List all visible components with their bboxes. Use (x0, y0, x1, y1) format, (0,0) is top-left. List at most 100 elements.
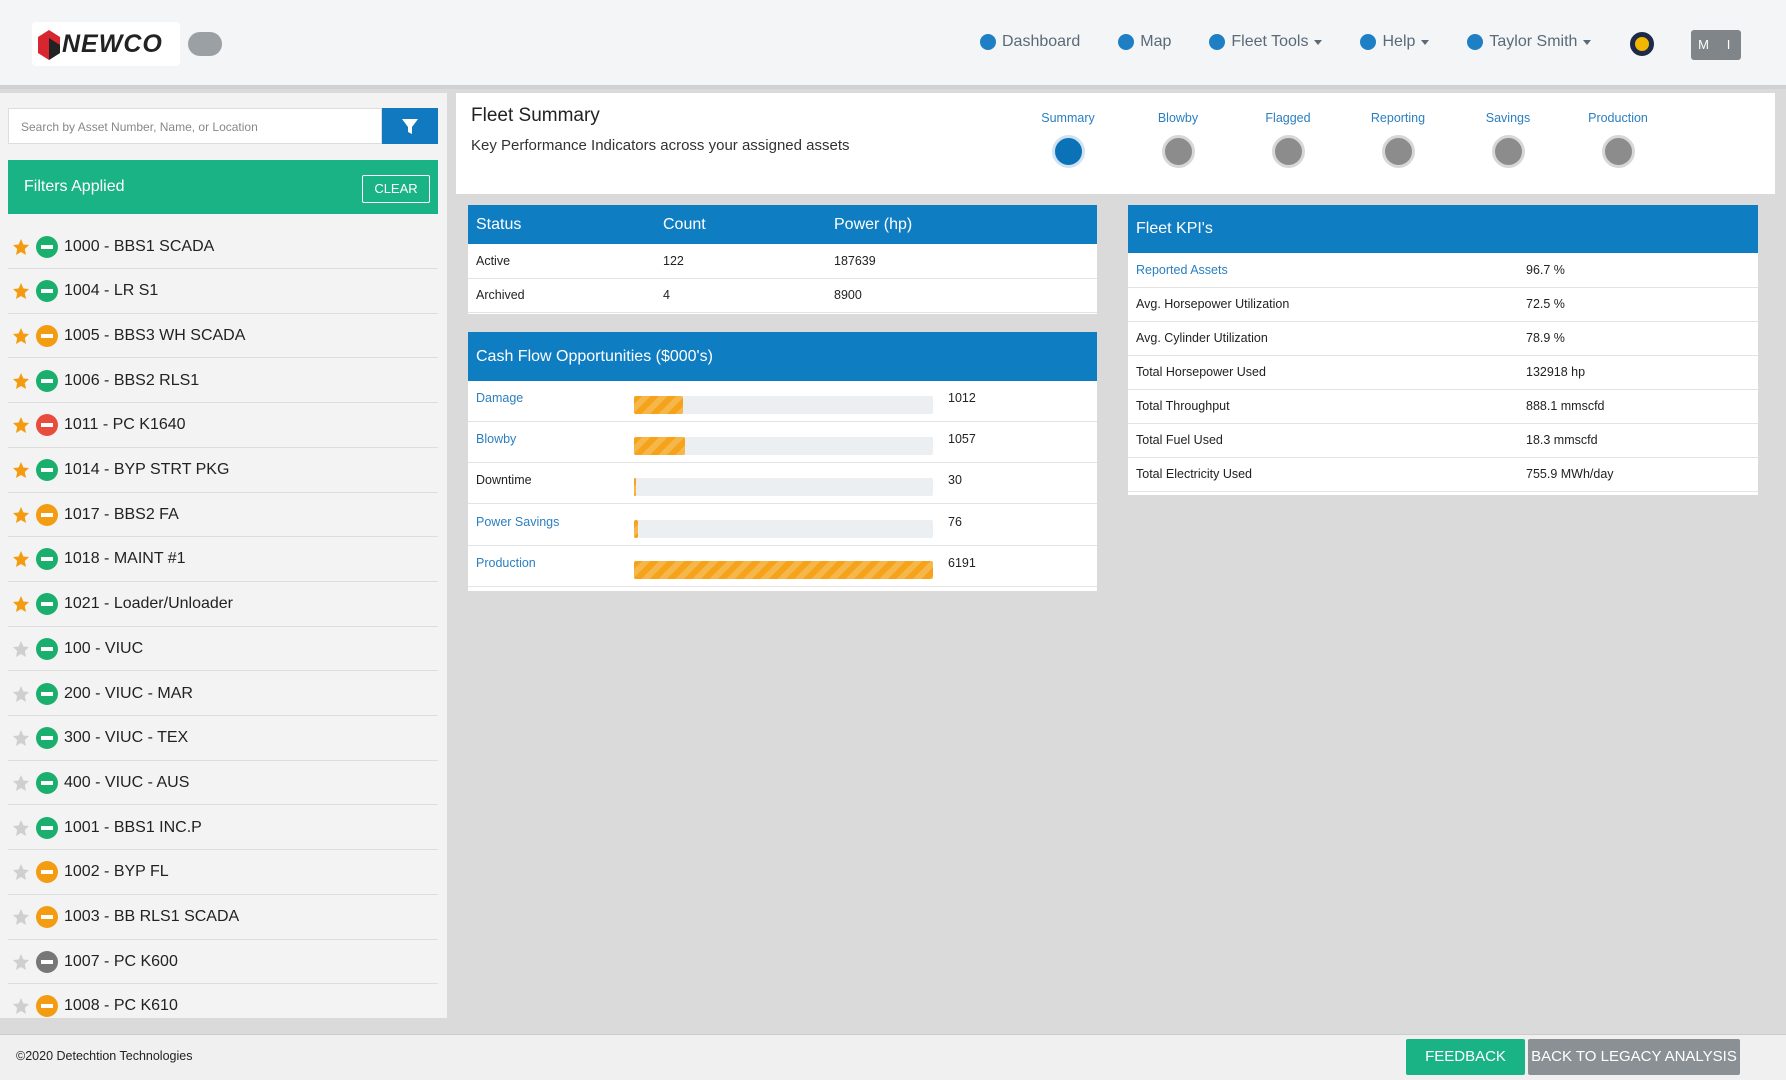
asset-item[interactable]: 400 - VIUC - AUS (8, 761, 438, 806)
star[interactable] (12, 685, 30, 703)
star[interactable] (12, 953, 30, 971)
tab[interactable]: Flagged (1243, 111, 1333, 168)
bar-track (634, 437, 933, 456)
tab[interactable]: Production (1573, 111, 1663, 168)
status-icon (36, 995, 58, 1018)
tab[interactable]: Reporting (1353, 111, 1443, 168)
asset-item[interactable]: 1002 - BYP FL (8, 851, 438, 895)
caret (1583, 39, 1592, 45)
cell: 122 (655, 244, 826, 279)
asset-name: 1017 - BBS2 FA (64, 505, 179, 523)
tab[interactable]: Savings (1463, 111, 1553, 168)
logo[interactable]: NEWCO (32, 22, 180, 66)
star[interactable] (12, 729, 30, 747)
star[interactable] (12, 908, 30, 926)
asset-name: 1000 - BBS1 SCADA (64, 237, 215, 255)
tab[interactable]: Summary (1023, 111, 1113, 168)
status-icon (36, 369, 58, 392)
star[interactable] (12, 461, 30, 479)
star[interactable] (12, 506, 30, 524)
toggle-option[interactable]: M (1698, 37, 1709, 52)
cash-value: 76 (948, 514, 962, 529)
cash-row: Power Savings 76 (468, 505, 1097, 546)
star[interactable] (12, 282, 30, 300)
tab-label: Summary (1041, 111, 1095, 125)
nav-item[interactable]: Fleet Tools (1209, 30, 1323, 54)
feedback-button[interactable]: FEEDBACK (1406, 1039, 1525, 1075)
cell: 72.5 % (1518, 287, 1758, 322)
status-row: Archived 4 8900 (468, 278, 1097, 313)
panel-title: Cash Flow Opportunities ($000's) (468, 332, 1097, 381)
cell: 187639 (826, 244, 1097, 279)
star[interactable] (12, 819, 30, 837)
kpi-row: Total Electricity Used 755.9 MWh/day (1128, 457, 1758, 492)
star-shape (13, 283, 29, 300)
star-shape (13, 462, 29, 478)
asset-item[interactable]: 1014 - BYP STRT PKG (8, 449, 438, 493)
status-icon (36, 950, 58, 973)
cash-label[interactable]: Power Savings (476, 514, 560, 529)
asset-item[interactable]: 1021 - Loader/Unloader (8, 583, 438, 627)
kpi-row: Avg. Cylinder Utilization 78.9 % (1128, 321, 1758, 356)
panel-title: Fleet KPI's (1128, 205, 1758, 253)
cash-label[interactable]: Blowby (476, 432, 517, 447)
star[interactable] (12, 416, 30, 434)
asset-item[interactable]: 1005 - BBS3 WH SCADA (8, 314, 438, 359)
status-icon (36, 593, 58, 616)
search-input[interactable]: Search by Asset Number, Name, or Locatio… (8, 108, 382, 144)
asset-item[interactable]: 1001 - BBS1 INC.P (8, 806, 438, 851)
asset-item[interactable]: 1007 - PC K600 (8, 940, 438, 985)
cell: 755.9 MWh/day (1518, 457, 1758, 492)
star[interactable] (12, 238, 30, 256)
filters-label: Filters Applied (24, 178, 125, 195)
star[interactable] (12, 372, 30, 390)
asset-item[interactable]: 1000 - BBS1 SCADA (8, 225, 438, 269)
star[interactable] (12, 863, 30, 881)
star-shape (13, 551, 29, 568)
star[interactable] (12, 997, 30, 1015)
cash-label[interactable]: Production (476, 555, 536, 570)
status-icon (36, 459, 58, 481)
nav-item[interactable]: Map (1118, 30, 1171, 54)
asset-item[interactable]: 1017 - BBS2 FA (8, 493, 438, 538)
star-shape (13, 596, 29, 613)
star[interactable] (12, 327, 30, 345)
star[interactable] (12, 640, 30, 658)
asset-item[interactable]: 1011 - PC K1640 (8, 404, 438, 448)
star-shape (13, 372, 29, 389)
kpi-row: Total Fuel Used 18.3 mmscfd (1128, 423, 1758, 458)
asset-item[interactable]: 1018 - MAINT #1 (8, 538, 438, 582)
star-shape (13, 953, 29, 970)
asset-item[interactable]: 300 - VIUC - TEX (8, 717, 438, 761)
nav-item[interactable]: Taylor Smith (1467, 30, 1592, 54)
fleet-kpis: Fleet KPI's Reported Assets 96.7 % Avg. Hor… (1128, 205, 1758, 495)
cell: Avg. Cylinder Utilization (1128, 321, 1518, 356)
star[interactable] (12, 595, 30, 613)
clear-button[interactable]: CLEAR (362, 175, 430, 203)
cell: 8900 (826, 278, 1097, 313)
status-icon (36, 548, 58, 571)
tab[interactable]: Blowby (1133, 111, 1223, 168)
status-icon (36, 280, 58, 303)
toggle-option[interactable]: I (1726, 37, 1731, 52)
cash-label[interactable]: Damage (476, 391, 524, 405)
cell: 18.3 mmscfd (1518, 423, 1758, 458)
tab-icon (1161, 135, 1195, 168)
bar-track (634, 560, 933, 579)
legacy-button[interactable]: BACK TO LEGACY ANALYSIS (1528, 1039, 1740, 1075)
nav-item[interactable]: Help (1360, 30, 1430, 54)
tab-label: Production (1588, 111, 1648, 125)
filter-button[interactable] (382, 108, 438, 144)
star[interactable] (12, 550, 30, 568)
asset-item[interactable]: 1008 - PC K610 (8, 985, 438, 1018)
asset-item[interactable]: 200 - VIUC - MAR (8, 672, 438, 716)
swap-button[interactable] (188, 32, 222, 56)
nav-item[interactable]: Dashboard (980, 30, 1080, 54)
star[interactable] (12, 774, 30, 792)
asset-item[interactable]: 1004 - LR S1 (8, 270, 438, 314)
asset-item[interactable]: 1003 - BB RLS1 SCADA (8, 896, 438, 940)
asset-item[interactable]: 100 - VIUC (8, 627, 438, 672)
theme-toggle[interactable] (1630, 32, 1654, 56)
asset-item[interactable]: 1006 - BBS2 RLS1 (8, 359, 438, 404)
